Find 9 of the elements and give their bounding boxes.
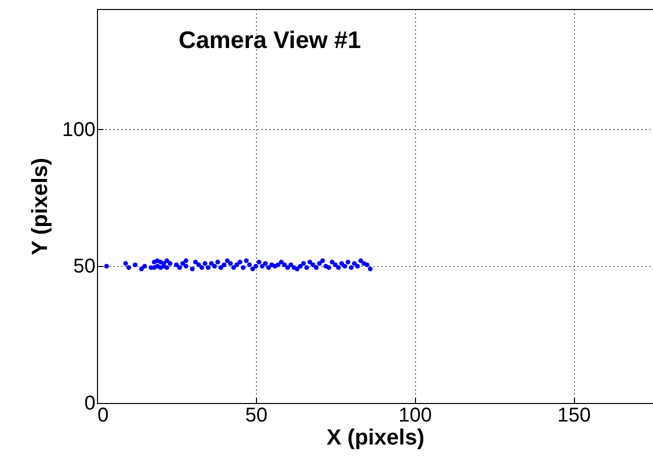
x-tick-label: 50: [245, 404, 268, 426]
x-axis-title: X (pixels): [326, 424, 424, 450]
x-tick-label: 100: [398, 404, 432, 426]
text: Camera View #1: [178, 27, 361, 54]
y-tick-label: 50: [73, 256, 96, 278]
y-axis-title: Y (pixels): [27, 158, 52, 256]
x-tick-label: 0: [98, 404, 109, 426]
y-tick-label: 100: [62, 118, 96, 141]
x-tick-label: 150: [557, 404, 591, 426]
